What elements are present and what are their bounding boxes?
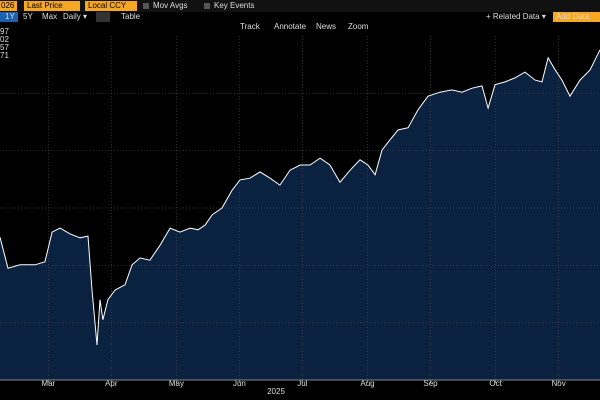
field-box[interactable] [24, 1, 80, 11]
tool[interactable]: News [316, 22, 336, 31]
legend-value: 57 [0, 43, 9, 52]
x-tick-label: Oct [489, 379, 502, 388]
checkbox[interactable] [143, 3, 149, 9]
add-data[interactable]: Add Data [556, 12, 590, 21]
add-data-box[interactable] [553, 12, 600, 22]
field: Last Price [27, 1, 63, 10]
range[interactable]: 5Y [23, 12, 33, 21]
line [0, 49, 600, 346]
x-tick-label: Nov [552, 379, 566, 388]
checkbox[interactable] [204, 3, 210, 9]
security: 026 [1, 1, 15, 10]
mov-avgs[interactable]: Mov Avgs [153, 1, 188, 10]
x-tick-label: May [169, 379, 184, 388]
x-tick-label: Sep [423, 379, 438, 388]
x-tick-label: Mar [41, 379, 55, 388]
x-axis-label: 2025 [267, 387, 285, 396]
tool[interactable]: Annotate [274, 22, 307, 31]
legend-value: 71 [0, 51, 9, 60]
x-tick-label: Jul [297, 379, 307, 388]
legend-value: 02 [0, 35, 9, 44]
related-data[interactable]: + Related Data ▾ [486, 12, 546, 21]
currency: Local CCY [88, 1, 127, 10]
frequency[interactable]: Daily ▾ [63, 12, 87, 21]
range[interactable]: 1Y [5, 12, 15, 21]
range[interactable]: Max [42, 12, 57, 21]
chart-icon[interactable] [96, 12, 110, 22]
x-tick-label: Apr [105, 379, 118, 388]
key-events[interactable]: Key Events [214, 1, 254, 10]
tool[interactable]: Track [240, 22, 261, 31]
x-tick-label: Aug [360, 379, 374, 388]
legend-value: 97 [0, 27, 9, 36]
currency-box[interactable] [85, 1, 137, 11]
table[interactable]: Table [121, 12, 141, 21]
toolbar [0, 0, 600, 12]
area [0, 49, 600, 381]
tool[interactable]: Zoom [348, 22, 369, 31]
security-box[interactable] [0, 1, 17, 11]
range-selected[interactable] [0, 12, 18, 22]
x-tick-label: Jun [233, 379, 246, 388]
